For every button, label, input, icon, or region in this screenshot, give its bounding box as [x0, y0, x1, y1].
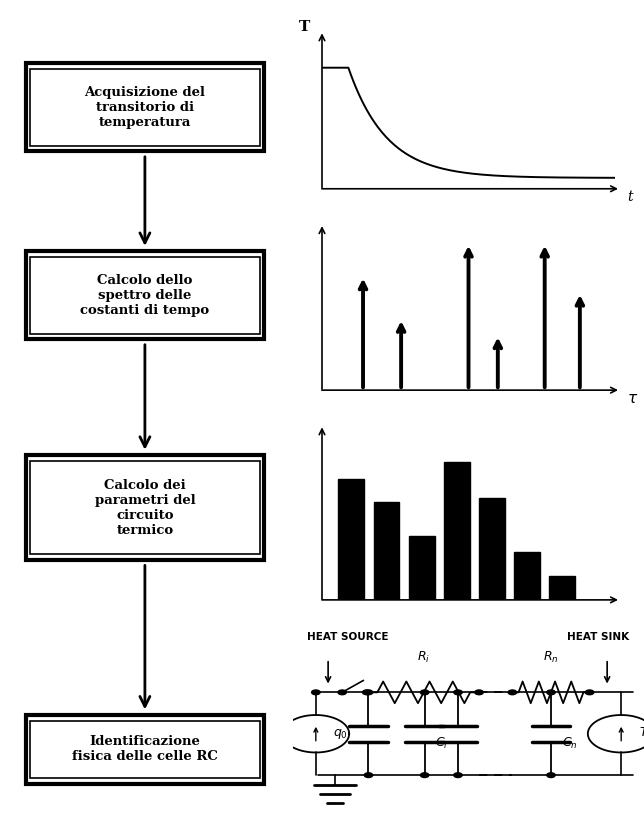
- Circle shape: [365, 773, 373, 778]
- Bar: [30, 461, 260, 554]
- Circle shape: [365, 690, 373, 695]
- Text: Acquisizione del
transitorio di
temperatura: Acquisizione del transitorio di temperat…: [84, 86, 205, 129]
- Text: $T_0$: $T_0$: [639, 727, 644, 742]
- Text: Identificazione
fisica delle celle RC: Identificazione fisica delle celle RC: [72, 735, 218, 763]
- Circle shape: [338, 690, 346, 695]
- Bar: [444, 462, 469, 600]
- Text: $C_n$: $C_n$: [562, 736, 577, 751]
- Bar: [479, 498, 505, 600]
- Text: $q_0$: $q_0$: [334, 727, 348, 741]
- Text: HEAT SINK: HEAT SINK: [567, 633, 629, 642]
- Text: $C_i$: $C_i$: [435, 736, 448, 751]
- Bar: [409, 536, 435, 600]
- Text: HEAT SOURCE: HEAT SOURCE: [307, 633, 388, 642]
- Bar: [26, 455, 264, 560]
- Bar: [26, 715, 264, 784]
- Text: $R_i$: $R_i$: [417, 649, 430, 664]
- Text: Calcolo dei
parametri del
circuito
termico: Calcolo dei parametri del circuito termi…: [95, 478, 195, 537]
- Circle shape: [454, 773, 462, 778]
- Bar: [549, 576, 575, 600]
- Text: $\tau$: $\tau$: [627, 392, 638, 406]
- Text: T: T: [299, 19, 310, 34]
- Circle shape: [454, 690, 462, 695]
- Circle shape: [363, 690, 371, 695]
- Circle shape: [508, 690, 516, 695]
- Circle shape: [312, 690, 320, 695]
- Bar: [26, 252, 264, 339]
- Text: t: t: [627, 190, 632, 204]
- Bar: [26, 64, 264, 151]
- Bar: [30, 70, 260, 146]
- Text: Calcolo dello
spettro delle
costanti di tempo: Calcolo dello spettro delle costanti di …: [80, 274, 209, 317]
- Circle shape: [547, 690, 555, 695]
- Bar: [338, 480, 365, 600]
- Text: $R_n$: $R_n$: [543, 649, 559, 664]
- Bar: [374, 502, 399, 600]
- Bar: [30, 721, 260, 778]
- Circle shape: [585, 690, 594, 695]
- Bar: [514, 552, 540, 600]
- Bar: [30, 257, 260, 334]
- Circle shape: [547, 773, 555, 778]
- Circle shape: [421, 690, 429, 695]
- Circle shape: [475, 690, 483, 695]
- Circle shape: [421, 773, 429, 778]
